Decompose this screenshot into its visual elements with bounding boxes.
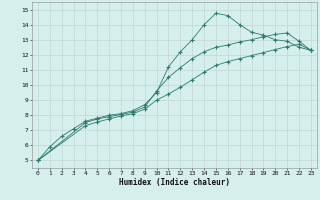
X-axis label: Humidex (Indice chaleur): Humidex (Indice chaleur): [119, 178, 230, 187]
